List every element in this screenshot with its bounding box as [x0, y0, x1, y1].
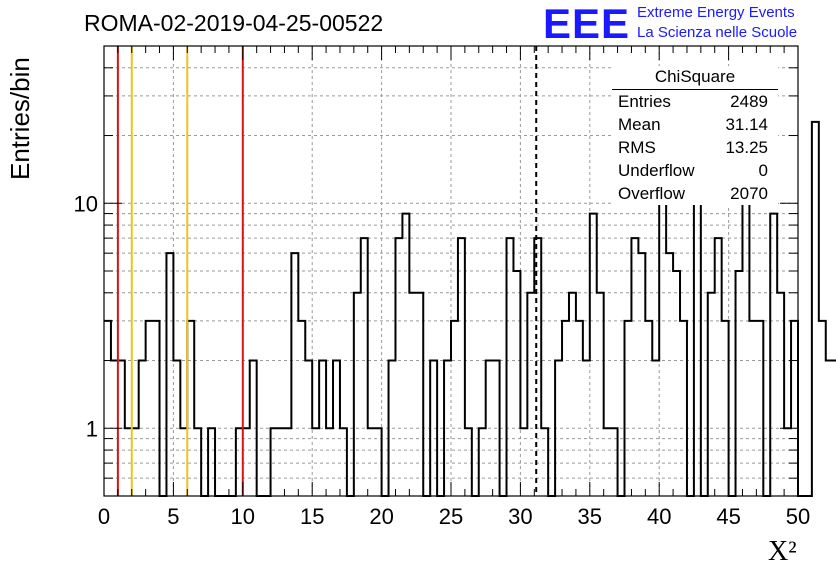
stats-title: ChiSquare — [612, 66, 778, 90]
y-tick-label: 10 — [74, 191, 98, 216]
stats-row-mean: Mean 31.14 — [612, 113, 778, 136]
histogram-bin — [298, 321, 305, 496]
chart-title: ROMA-02-2019-04-25-00522 — [84, 10, 384, 36]
logo-line-2: La Scienza nelle Scuole — [637, 24, 798, 41]
histogram-bin — [409, 293, 416, 496]
histogram-bin — [187, 321, 194, 496]
histogram-bin — [826, 361, 833, 496]
stats-value: 2489 — [730, 92, 768, 111]
stats-row-rms: RMS 13.25 — [612, 136, 778, 159]
histogram-bin — [354, 293, 361, 496]
y-axis-label: Entries/bin — [5, 57, 35, 180]
y-tick-label: 1 — [86, 416, 98, 441]
histogram-bin — [770, 214, 777, 496]
stats-label: Mean — [618, 115, 661, 134]
histogram-bin — [361, 238, 368, 496]
stats-row-entries: Entries 2489 — [612, 90, 778, 113]
histogram-bin — [819, 321, 826, 496]
histogram-bin — [402, 214, 409, 496]
x-tick-label: 35 — [578, 504, 602, 529]
histogram-bin — [645, 321, 652, 496]
x-tick-label: 20 — [369, 504, 393, 529]
stats-value: 2070 — [730, 184, 768, 203]
histogram-bin — [562, 321, 569, 496]
stats-label: RMS — [618, 138, 656, 157]
histogram-bin — [104, 321, 111, 496]
histogram-bin — [146, 321, 153, 496]
x-tick-label: 15 — [300, 504, 324, 529]
stats-label: Entries — [618, 92, 671, 111]
histogram-bin — [756, 321, 763, 496]
x-tick-label: 25 — [439, 504, 463, 529]
x-tick-label: 0 — [98, 504, 110, 529]
histogram-bin — [576, 321, 583, 496]
histogram-bin — [625, 321, 632, 496]
histogram-bin — [395, 238, 402, 496]
histogram-bin — [527, 293, 534, 496]
x-tick-label: 30 — [508, 504, 532, 529]
histogram-bin — [291, 253, 298, 496]
x-tick-label: 5 — [167, 504, 179, 529]
histogram-bin — [458, 238, 465, 496]
histogram-bin — [708, 293, 715, 496]
histogram-bin — [777, 293, 784, 496]
histogram-bin — [694, 170, 701, 496]
x-tick-label: 10 — [231, 504, 255, 529]
histogram-bin — [722, 321, 729, 496]
histogram-bin — [590, 214, 597, 496]
x-tick-label: 50 — [786, 504, 810, 529]
stats-value: 13.25 — [725, 138, 768, 157]
histogram-bin — [534, 238, 541, 496]
histogram-bin — [736, 271, 743, 496]
stats-value: 0 — [758, 161, 768, 180]
histogram-bin — [166, 253, 173, 496]
histogram-bin — [513, 271, 520, 496]
stats-row-overflow: Overflow 2070 — [612, 182, 778, 205]
histogram-bin — [451, 321, 458, 496]
histogram-bin — [715, 238, 722, 496]
histogram-bin — [569, 293, 576, 496]
histogram-bin — [631, 238, 638, 496]
histogram-outline — [104, 120, 836, 497]
x-tick-label: 45 — [716, 504, 740, 529]
histogram-bin — [416, 293, 423, 496]
stats-value: 31.14 — [725, 115, 768, 134]
histogram-bin — [680, 321, 687, 496]
stats-label: Overflow — [618, 184, 686, 203]
logo-line-1: Extreme Energy Events — [637, 4, 795, 21]
x-axis-label: X² — [768, 536, 797, 567]
histogram-bin — [597, 293, 604, 496]
x-tick-label: 40 — [647, 504, 671, 529]
eee-logo: EEE — [543, 0, 631, 47]
histogram-bin — [638, 253, 645, 496]
histogram-bin — [507, 238, 514, 496]
histogram-bin — [153, 321, 160, 496]
stats-row-underflow: Underflow 0 — [612, 159, 778, 182]
histogram-bin — [812, 122, 819, 496]
histogram-bin — [673, 271, 680, 496]
histogram-bin — [791, 321, 798, 496]
stats-label: Underflow — [618, 161, 695, 180]
stats-box: ChiSquare Entries 2489 Mean 31.14 RMS 13… — [612, 66, 778, 205]
histogram-bin — [749, 321, 756, 496]
histogram-bin — [666, 253, 673, 496]
